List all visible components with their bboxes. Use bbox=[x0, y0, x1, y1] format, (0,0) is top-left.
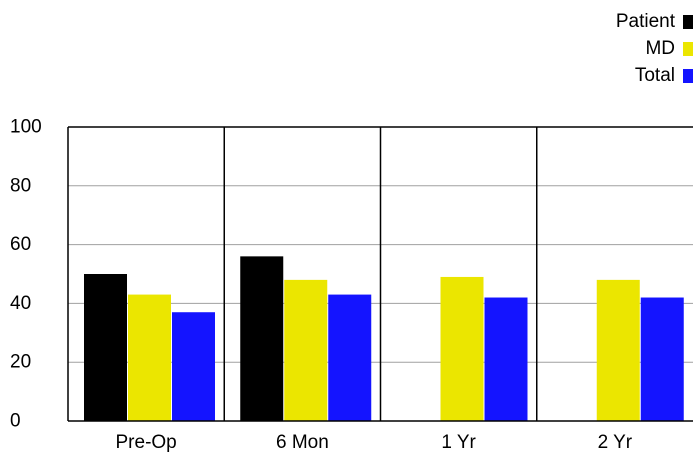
bar-patient-6-mon bbox=[240, 256, 284, 421]
bar-total-pre-op bbox=[172, 312, 215, 421]
x-tick-label-6-mon: 6 Mon bbox=[276, 432, 329, 453]
legend-item-patient: Patient bbox=[616, 10, 693, 34]
x-tick-label-pre-op: Pre-Op bbox=[116, 432, 177, 453]
legend-item-total: Total bbox=[635, 64, 693, 88]
y-tick-label-20: 20 bbox=[10, 352, 31, 373]
y-tick-label-0: 0 bbox=[10, 411, 21, 432]
legend-label-patient: Patient bbox=[615, 11, 675, 32]
plot-frame bbox=[67, 126, 693, 422]
x-axis-tick-labels: Pre-Op 6 Mon 1 Yr 2 Yr bbox=[116, 432, 633, 453]
bar-total-1-yr bbox=[484, 297, 528, 421]
y-tick-label-60: 60 bbox=[10, 234, 31, 255]
legend-swatch-md bbox=[683, 42, 693, 56]
bar-md-2-yr bbox=[596, 279, 640, 421]
legend-swatch-patient bbox=[683, 15, 693, 29]
legend-swatch-total bbox=[683, 69, 693, 83]
legend: Patient MD Total bbox=[616, 10, 693, 88]
y-axis-tick-labels: 0 20 40 60 80 100 bbox=[10, 117, 42, 432]
bar-md-6-mon bbox=[284, 279, 328, 421]
bar-md-pre-op bbox=[128, 294, 171, 421]
y-tick-label-80: 80 bbox=[10, 175, 31, 196]
bar-patient-pre-op bbox=[84, 274, 127, 421]
x-tick-label-2-yr: 2 Yr bbox=[598, 432, 633, 453]
bar-total-6-mon bbox=[328, 294, 372, 421]
y-tick-label-40: 40 bbox=[10, 293, 31, 314]
bar-md-1-yr bbox=[440, 276, 484, 421]
bar-series bbox=[84, 256, 684, 421]
legend-item-md: MD bbox=[645, 37, 693, 61]
x-tick-label-1-yr: 1 Yr bbox=[441, 432, 476, 453]
y-tick-label-100: 100 bbox=[10, 117, 42, 138]
legend-label-total: Total bbox=[634, 65, 675, 86]
legend-label-md: MD bbox=[645, 38, 675, 59]
bar-total-2-yr bbox=[640, 297, 684, 421]
